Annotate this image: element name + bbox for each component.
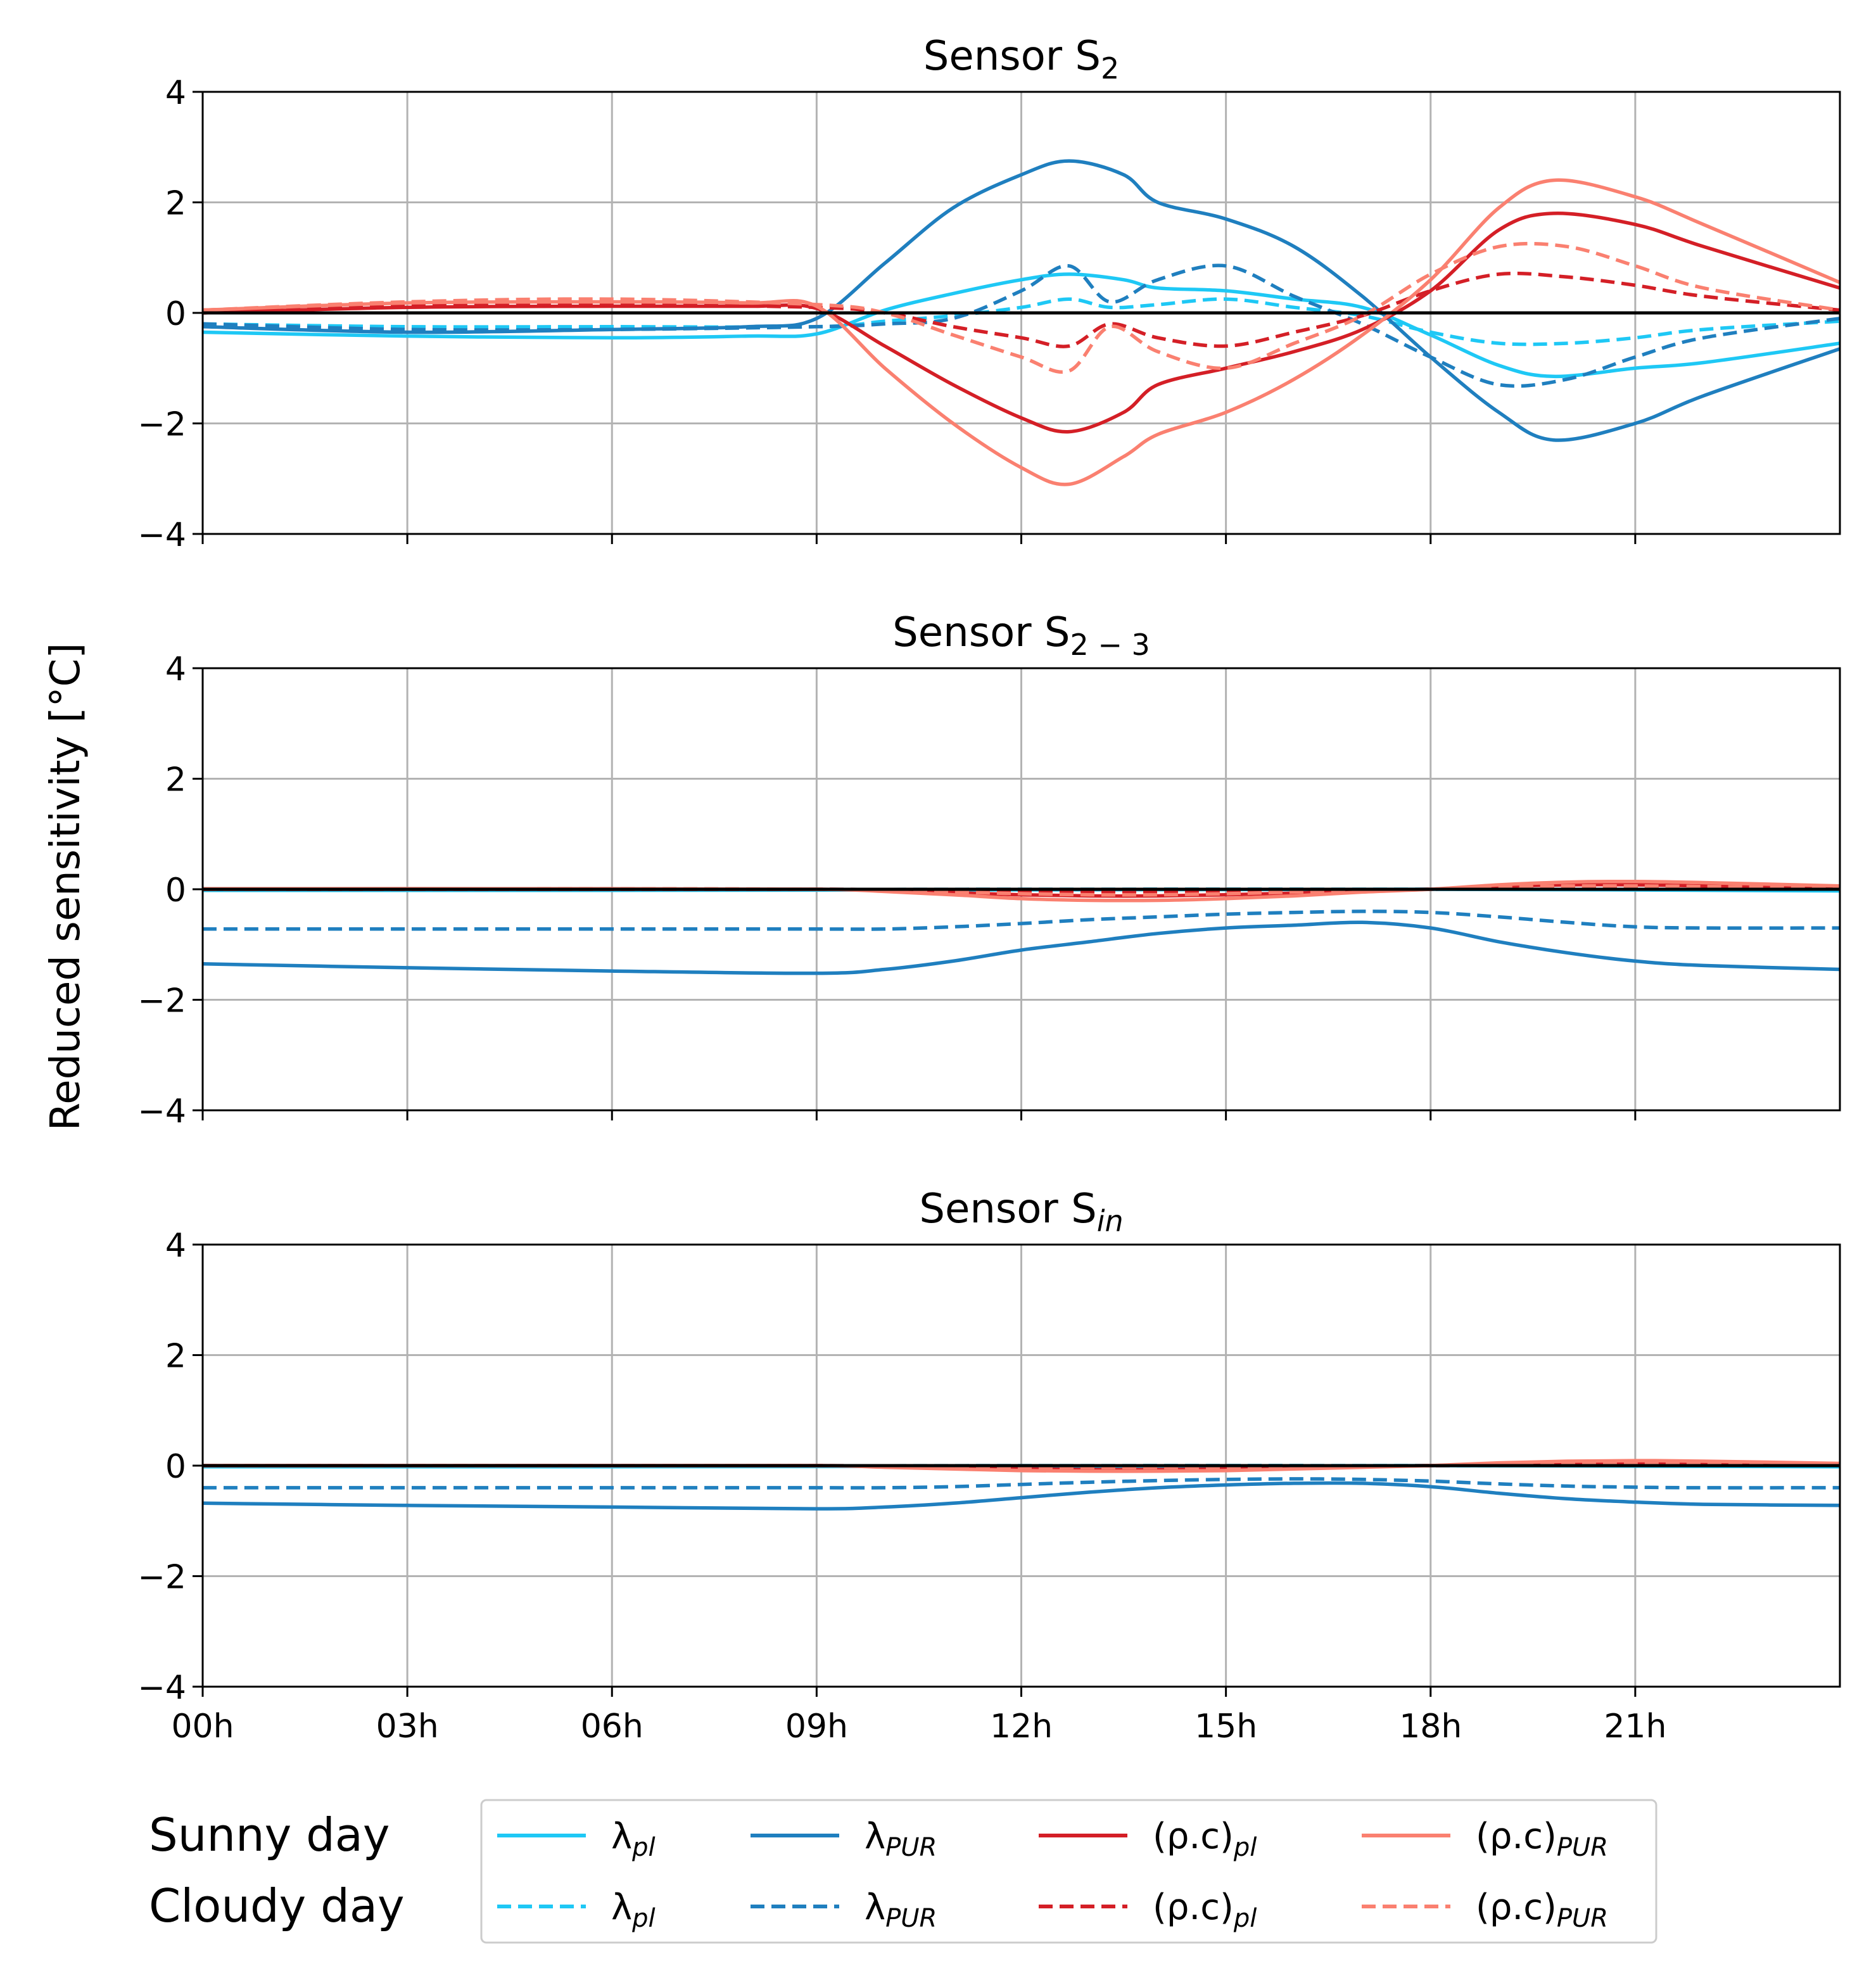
- series-line-lambda_PUR-sunny: [203, 159, 1840, 442]
- series-line-lambda_PUR-sunny: [203, 920, 1840, 975]
- series-line-rhoc_pl-cloudy: [203, 271, 1840, 348]
- y-tick-label: −4: [137, 516, 186, 554]
- y-tick-label: 0: [165, 872, 186, 910]
- legend-label-lambda_PUR: λPUR: [865, 1887, 937, 1933]
- legend: Sunny day Cloudy day λpl λpl λPUR λPUR (ρ.c)pl…: [149, 1799, 1657, 1944]
- x-tick-label: 21h: [1604, 1708, 1666, 1746]
- series-group: [203, 159, 1840, 486]
- series-line-rhoc_PUR-cloudy: [203, 241, 1840, 374]
- panel-1: 4 2 0 −2 −4 Sensor S2: [137, 33, 1841, 554]
- x-tick-label: 15h: [1195, 1708, 1257, 1746]
- y-tick-label: 4: [165, 650, 186, 688]
- y-axis-label: Reduced sensitivity [°C]: [42, 643, 89, 1131]
- panel-title: Sensor S2: [923, 33, 1120, 86]
- x-tick-label: 03h: [376, 1708, 439, 1746]
- y-tick-label: 0: [165, 1448, 186, 1486]
- panel-2: 4 2 0 −2 −4 Sensor S2 − 3: [137, 609, 1841, 1131]
- legend-label-rhoc_pl: (ρ.c)pl: [1153, 1816, 1257, 1862]
- y-tick-label: 2: [165, 761, 186, 799]
- x-tick-label: 12h: [990, 1708, 1053, 1746]
- panel-title: Sensor S2 − 3: [892, 609, 1150, 662]
- y-tick-label: 4: [165, 1227, 186, 1265]
- series-line-lambda_pl-cloudy: [203, 297, 1840, 346]
- series-line-lambda_pl-sunny: [203, 272, 1840, 379]
- legend-label-lambda_pl: λpl: [611, 1816, 656, 1862]
- x-tick-label: 06h: [581, 1708, 643, 1746]
- y-tick-label: −2: [137, 1559, 186, 1597]
- x-tick-label: 00h: [171, 1708, 234, 1746]
- y-tick-label: −4: [137, 1093, 186, 1131]
- legend-row-label: Sunny day: [149, 1808, 390, 1861]
- x-tick-label: 09h: [785, 1708, 848, 1746]
- series-line-lambda_PUR-cloudy: [203, 910, 1840, 931]
- y-tick-label: 2: [165, 1338, 186, 1376]
- legend-label-rhoc_PUR: (ρ.c)PUR: [1476, 1887, 1608, 1933]
- legend-label-lambda_PUR: λPUR: [865, 1816, 937, 1862]
- series-line-lambda_PUR-sunny: [203, 1481, 1840, 1511]
- y-tick-label: −4: [137, 1669, 186, 1707]
- legend-label-rhoc_pl: (ρ.c)pl: [1153, 1887, 1257, 1933]
- legend-label-rhoc_PUR: (ρ.c)PUR: [1476, 1816, 1608, 1862]
- x-tick-label: 18h: [1399, 1708, 1462, 1746]
- y-tick-label: 0: [165, 295, 186, 333]
- series-line-lambda_PUR-cloudy: [203, 1477, 1840, 1490]
- panel-title: Sensor Sin: [919, 1186, 1123, 1238]
- y-tick-label: 2: [165, 185, 186, 223]
- series-line-rhoc_PUR-sunny: [203, 178, 1840, 486]
- y-tick-label: −2: [137, 982, 186, 1020]
- y-tick-label: 4: [165, 74, 186, 112]
- series-line-lambda_PUR-cloudy: [203, 263, 1840, 388]
- legend-row-label: Cloudy day: [149, 1879, 405, 1932]
- y-tick-label: −2: [137, 406, 186, 444]
- legend-label-lambda_pl: λpl: [611, 1887, 656, 1933]
